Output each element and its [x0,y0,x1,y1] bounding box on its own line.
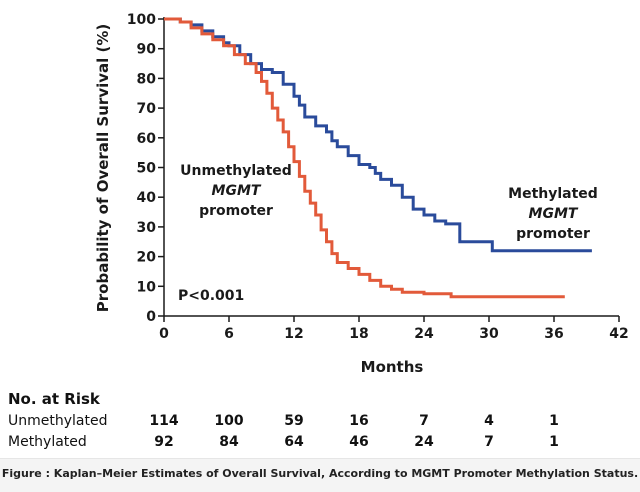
y-tick-label: 80 [137,71,157,87]
caption-band: Figure : Kaplan–Meier Estimates of Overa… [0,458,640,492]
figure-caption: Figure : Kaplan–Meier Estimates of Overa… [1,467,639,480]
x-axis: 0 6 12 18 24 30 36 42 [159,315,629,342]
risk-table-title: No. at Risk [8,390,101,408]
risk-cell: 7 [419,413,429,429]
y-tick-label: 70 [137,101,157,117]
risk-cell: 16 [349,413,368,429]
annotation-methylated-line2: MGMT [529,206,579,222]
x-tick-label: 12 [284,326,303,342]
x-axis-title: Months [361,358,424,376]
annotation-unmethylated-line3: promoter [199,203,273,219]
risk-cell: 1 [549,434,559,450]
x-tick-label: 42 [609,326,628,342]
risk-row-label: Unmethylated [8,413,107,429]
risk-cell: 64 [284,434,304,450]
x-tick-label: 0 [159,326,169,342]
survival-chart: 0 10 20 30 40 50 60 70 80 90 100 0 6 12 18 24 30 36 42 Pr… [8,12,629,450]
risk-cell: 59 [284,413,303,429]
annotation-unmethylated-line1: Unmethylated [180,163,292,179]
risk-table: No. at Risk Unmethylated 114 100 59 16 7 4 1 Met… [8,390,559,450]
y-tick-label: 30 [137,220,157,236]
risk-cell: 46 [349,434,368,450]
y-axis-title: Probability of Overall Survival (%) [94,24,112,312]
annotation-unmethylated-line2: MGMT [212,183,262,199]
y-tick-label: 10 [137,279,157,295]
y-tick-label: 20 [137,250,157,266]
risk-cell: 84 [219,434,239,450]
risk-cell: 24 [414,434,434,450]
annotation-methylated-line3: promoter [516,226,590,242]
y-tick-label: 40 [137,190,157,206]
annotation-methylated: Methylated MGMT promoter [508,186,598,242]
series-line-unmethylated [164,17,565,299]
y-tick-label: 90 [137,42,157,58]
y-tick-label: 0 [146,309,156,325]
x-tick-label: 18 [349,326,368,342]
y-tick-label: 60 [137,131,157,147]
risk-row-label: Methylated [8,434,87,450]
annotation-methylated-line1: Methylated [508,186,598,202]
y-axis: 0 10 20 30 40 50 60 70 80 90 100 [127,12,165,325]
risk-cell: 92 [154,434,173,450]
risk-cell: 1 [549,413,559,429]
risk-cell: 4 [484,413,494,429]
risk-cell: 100 [214,413,243,429]
annotation-unmethylated: Unmethylated MGMT promoter [180,163,292,219]
p-value-label: P<0.001 [178,288,244,304]
x-tick-label: 6 [224,326,234,342]
risk-cell: 7 [484,434,494,450]
plot-series [164,17,592,299]
y-tick-label: 50 [137,161,157,177]
x-tick-label: 24 [414,326,434,342]
y-tick-label: 100 [127,12,156,28]
x-tick-label: 30 [479,326,499,342]
risk-cell: 114 [149,413,178,429]
x-tick-label: 36 [544,326,563,342]
